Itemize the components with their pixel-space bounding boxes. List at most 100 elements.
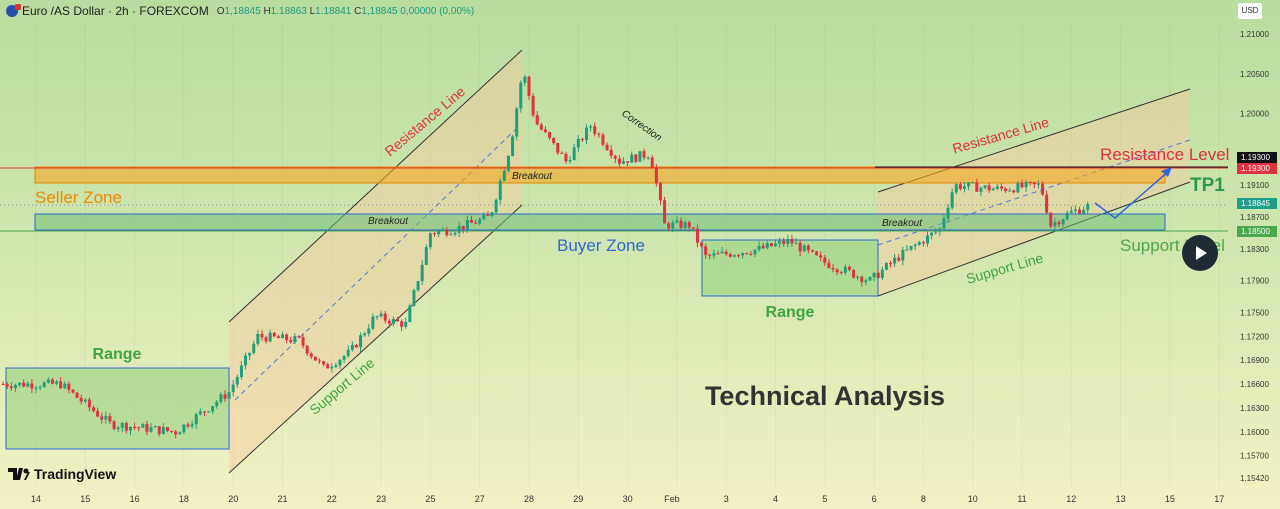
y-tick-label: 1.17900 (1240, 277, 1269, 286)
candle-body (330, 366, 334, 369)
play-button[interactable] (1182, 235, 1218, 271)
channel2-support-line[interactable] (877, 181, 1191, 297)
candle-body (1049, 212, 1053, 227)
breakout-label-3: Breakout (882, 218, 923, 229)
candle-body (141, 424, 145, 428)
candle-body (810, 250, 814, 252)
candle-body (38, 387, 42, 389)
x-tick-label: 29 (573, 494, 583, 504)
candle-body (256, 333, 260, 344)
x-tick-label: 20 (228, 494, 238, 504)
correction-label: Correction (619, 108, 663, 144)
candle-body (194, 414, 198, 425)
candle-body (605, 144, 609, 150)
candle-body (679, 220, 683, 229)
candle-body (691, 227, 695, 229)
candle-body (482, 214, 486, 220)
candle-body (1016, 182, 1020, 193)
x-tick-label: 11 (1017, 494, 1026, 504)
candle-body (223, 394, 227, 399)
candle-body (1004, 188, 1008, 192)
low-label: L (309, 5, 316, 17)
candle-body (400, 321, 404, 327)
candle-body (650, 157, 654, 168)
resistance-level-label: Resistance Level (1100, 145, 1229, 164)
candle-body (281, 334, 284, 339)
candle-body (580, 138, 584, 141)
currency-button[interactable]: USD (1238, 3, 1262, 19)
range-box-left[interactable] (5, 367, 230, 450)
buyer-zone-label: Buyer Zone (557, 236, 645, 255)
candle-body (441, 229, 445, 231)
candle-body (182, 424, 186, 433)
candle-body (457, 225, 461, 233)
candle-body (757, 245, 761, 250)
candle-body (967, 182, 971, 187)
candle-body (556, 142, 560, 153)
channel-support-line[interactable] (228, 204, 523, 474)
candle-body (363, 333, 367, 336)
candle-body (975, 182, 979, 192)
candle-body (658, 183, 662, 201)
projection-arrow[interactable] (1094, 169, 1171, 219)
price-label-text: 1.18845 (1241, 199, 1270, 208)
candle-body (490, 212, 494, 216)
candle-body (794, 242, 798, 244)
range-box-mid[interactable] (701, 239, 879, 297)
candle-body (786, 239, 790, 244)
candle-body (338, 359, 342, 366)
y-tick-label: 1.16300 (1240, 404, 1269, 413)
x-tick-label: 16 (130, 494, 140, 504)
candle-body (9, 386, 13, 389)
candle-body (585, 127, 589, 141)
candle-body (128, 426, 132, 431)
x-tick-label: Feb (664, 494, 680, 504)
candle-body (950, 192, 954, 208)
branding-text: TradingView (34, 466, 117, 482)
candle-body (1057, 222, 1061, 225)
candle-body (876, 272, 880, 278)
candle-body (174, 431, 178, 435)
candle-body (790, 239, 794, 244)
x-tick-label: 6 (872, 494, 877, 504)
candle-body (753, 249, 757, 255)
candle-body (1036, 183, 1040, 185)
x-tick-label: 12 (1066, 494, 1076, 504)
candle-body (219, 394, 223, 402)
y-tick-label: 1.17500 (1240, 308, 1269, 317)
candle-body (831, 267, 835, 270)
buyer-zone[interactable] (34, 213, 1166, 231)
candle-body (1045, 194, 1049, 213)
candle-body (474, 222, 478, 224)
channel-resistance-line[interactable] (228, 49, 523, 323)
candle-body (1086, 203, 1090, 211)
candle-body (120, 423, 124, 428)
candle-body (708, 254, 712, 256)
candle-body (847, 266, 851, 270)
candle-body (737, 255, 741, 257)
candle-body (498, 180, 502, 200)
change-value: 0,00000 (0,00%) (400, 5, 475, 17)
candle-body (461, 225, 465, 230)
currency-flag-icon (6, 4, 21, 17)
candle-body (108, 416, 112, 422)
candle-body (745, 253, 749, 255)
seller-zone[interactable] (34, 166, 1166, 184)
price-label (1237, 226, 1277, 237)
candle-body (412, 290, 416, 306)
candle-body (449, 234, 453, 236)
symbol-header[interactable]: Euro /AS Dollar · 2h · FOREXCOM O1,18845… (6, 4, 474, 18)
candle-body (999, 186, 1003, 189)
y-tick-label: 1.16900 (1240, 356, 1269, 365)
rising-channel[interactable] (229, 50, 522, 473)
candle-body (433, 233, 437, 235)
candle-body (5, 384, 9, 387)
candle-body (383, 313, 387, 321)
candle-body (995, 186, 999, 189)
candle-body (593, 126, 597, 134)
candle-body (285, 334, 289, 341)
tradingview-logo-icon (8, 468, 30, 480)
candle-body (901, 249, 905, 261)
candle-body (133, 426, 137, 428)
